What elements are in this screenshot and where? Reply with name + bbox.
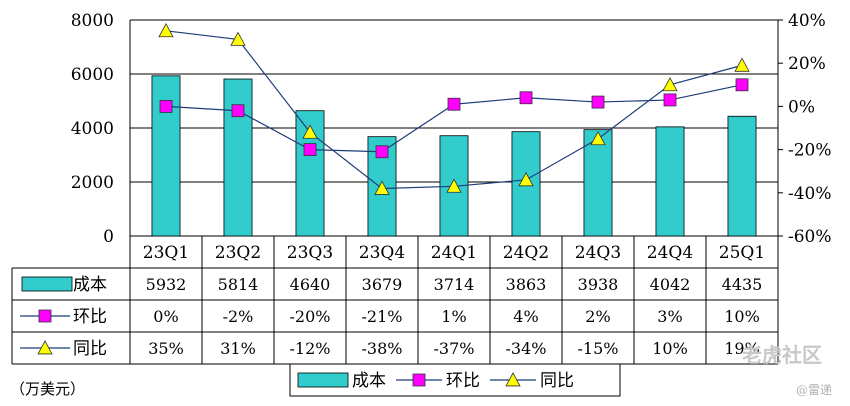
row-label: 同比 [73,339,107,359]
square-marker [591,95,605,109]
triangle-marker [446,178,462,193]
category-label: 23Q3 [287,243,333,263]
triangle-marker [374,180,390,195]
square-marker [159,100,173,113]
table-cell: 31% [220,339,256,358]
legend-label: 同比 [540,371,574,391]
table-cell: 3938 [578,275,619,294]
y-left-tick-label: 8000 [71,11,114,31]
legend-label: 环比 [446,371,480,391]
table-cell: 4042 [650,275,691,294]
table-cell: -2% [223,307,254,326]
table-cell: 10% [652,339,688,358]
square-marker [447,97,461,111]
table-cell: 3% [657,307,682,326]
table-cell: -12% [290,339,331,358]
legend-key-square [412,373,426,387]
y-right-tick-label: 20% [788,54,826,74]
row-key-square [38,309,52,323]
square-marker [375,145,389,159]
category-label: 25Q1 [719,243,765,263]
table-cell: -38% [362,339,403,358]
y-right-tick-label: -40% [788,184,832,204]
table-cell: 10% [724,307,760,326]
watermark-subtext: @雷递 [796,383,832,397]
watermark-text: 老虎社区 [742,343,822,367]
triangle-marker [590,130,606,146]
triangle-marker [662,76,678,92]
table-cell: -34% [506,339,547,358]
row-key-triangle [37,340,53,355]
triangle-marker [734,57,750,72]
bar [223,78,253,237]
y-left-tick-label: 0 [103,227,114,247]
category-label: 23Q4 [359,243,405,263]
y-left-tick-label: 2000 [71,173,114,193]
bar [583,129,613,237]
table-cell: 19% [724,339,760,358]
table-cell: -37% [434,339,475,358]
square-marker [735,78,749,92]
row-label: 环比 [73,307,107,327]
table-cell: 1% [441,307,466,326]
category-label: 24Q1 [431,243,477,263]
triangle-marker [302,124,318,139]
table-cell: -20% [290,307,331,326]
bar [727,115,757,237]
table-cell: 35% [148,339,184,358]
table-cell: 5932 [146,275,187,294]
square-marker [303,143,317,157]
legend-label: 成本 [352,371,386,391]
row-label: 成本 [73,275,107,295]
table-cell: 4640 [290,275,331,294]
y-right-tick-label: 40% [788,11,826,31]
legend-key-bar [297,372,349,388]
y-right-tick-label: 0% [788,97,815,117]
category-label: 24Q3 [575,243,621,263]
square-marker [663,93,677,107]
bar [151,75,181,237]
y-left-tick-label: 6000 [71,65,114,85]
category-label: 24Q2 [503,243,549,263]
y-right-tick-label: -60% [788,227,832,247]
table-cell: 2% [585,307,610,326]
triangle-marker [158,22,174,38]
square-marker [519,91,533,105]
table-cell: 4% [513,307,538,326]
table-cell: 3714 [434,275,475,294]
category-label: 23Q1 [143,243,189,263]
table-cell: 5814 [218,275,259,294]
table-cell: 4435 [722,275,763,294]
table-cell: 3863 [506,275,547,294]
y-right-tick-label: -20% [788,141,832,161]
triangle-marker [518,171,534,187]
table-cell: -21% [362,307,403,326]
table-cell: 0% [153,307,178,326]
table-cell: -15% [578,339,619,358]
table-cell: 3679 [362,275,403,294]
unit-label: （万美元） [10,380,85,398]
category-label: 24Q4 [647,243,693,263]
category-label: 23Q2 [215,243,261,263]
bar [655,126,685,237]
y-left-tick-label: 4000 [71,119,114,139]
row-key-bar [21,276,73,292]
bar [295,110,325,237]
square-marker [231,104,245,118]
triangle-marker [230,31,246,46]
legend-key-triangle [505,372,521,387]
